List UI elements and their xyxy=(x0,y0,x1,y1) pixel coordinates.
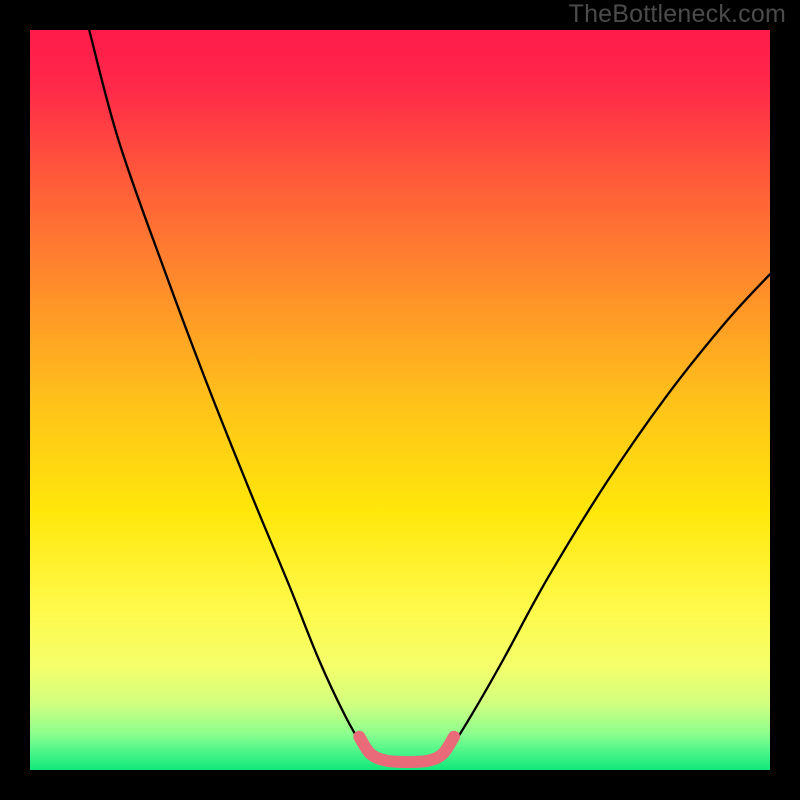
chart-frame: TheBottleneck.com xyxy=(0,0,800,800)
watermark-label: TheBottleneck.com xyxy=(569,0,786,29)
bottleneck-chart xyxy=(0,0,800,800)
